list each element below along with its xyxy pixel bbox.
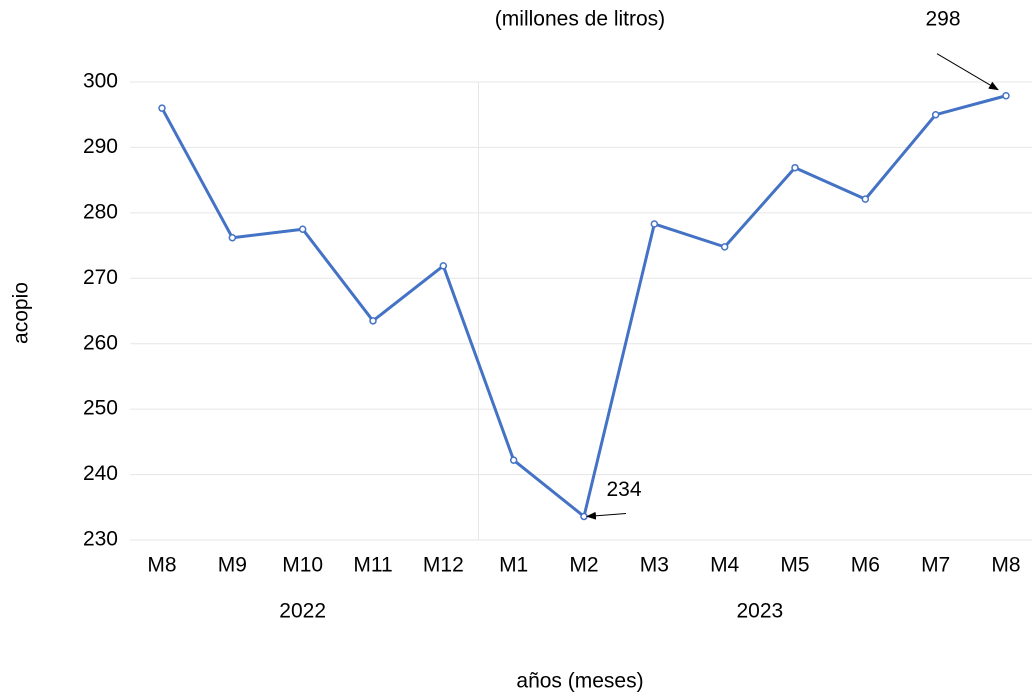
value-label: 298 xyxy=(925,7,960,30)
x-tick-label: M11 xyxy=(353,554,392,577)
x-tick-label: M6 xyxy=(851,554,880,577)
group-label: 2023 xyxy=(736,600,783,623)
x-tick-label: M9 xyxy=(218,554,247,577)
point xyxy=(861,195,870,203)
y-tick-label: 230 xyxy=(83,528,118,551)
point xyxy=(439,262,448,270)
y-tick-label: 280 xyxy=(83,200,118,223)
y-tick-label: 290 xyxy=(83,135,118,158)
y-tick-label: 260 xyxy=(83,331,118,354)
point xyxy=(298,225,307,233)
x-tick-label: M7 xyxy=(921,554,950,577)
point xyxy=(720,243,729,251)
point xyxy=(228,233,237,242)
x-tick-label: M12 xyxy=(423,554,464,577)
x-tick-label: M2 xyxy=(569,554,598,577)
point xyxy=(791,163,799,172)
point xyxy=(509,456,518,464)
y-tick-label: 240 xyxy=(83,462,118,485)
x-tick-label: M4 xyxy=(710,554,739,577)
annotation-arrow xyxy=(586,511,627,520)
y-tick-label: 250 xyxy=(83,397,118,420)
chart-title: (millones de litros) xyxy=(495,8,665,31)
point xyxy=(369,317,377,325)
x-tick-label: M10 xyxy=(282,554,323,577)
y-tick-label: 300 xyxy=(83,70,118,93)
x-tick-label: M8 xyxy=(991,554,1020,577)
x-tick-label: M5 xyxy=(780,554,809,577)
line xyxy=(160,94,1007,518)
y-tick-label: 270 xyxy=(83,266,118,289)
point xyxy=(1002,91,1010,100)
y-axis-label: acopio xyxy=(10,282,33,344)
point xyxy=(580,512,588,521)
point xyxy=(650,220,659,228)
value-label: 234 xyxy=(606,478,641,501)
point xyxy=(931,110,940,119)
x-tick-label: M1 xyxy=(499,554,528,577)
annotation-arrow xyxy=(936,53,999,91)
x-tick-label: M8 xyxy=(147,554,176,577)
group-label: 2022 xyxy=(279,600,326,623)
point xyxy=(158,104,166,112)
x-tick-label: M3 xyxy=(640,554,669,577)
x-axis-label: años (meses) xyxy=(516,670,643,693)
